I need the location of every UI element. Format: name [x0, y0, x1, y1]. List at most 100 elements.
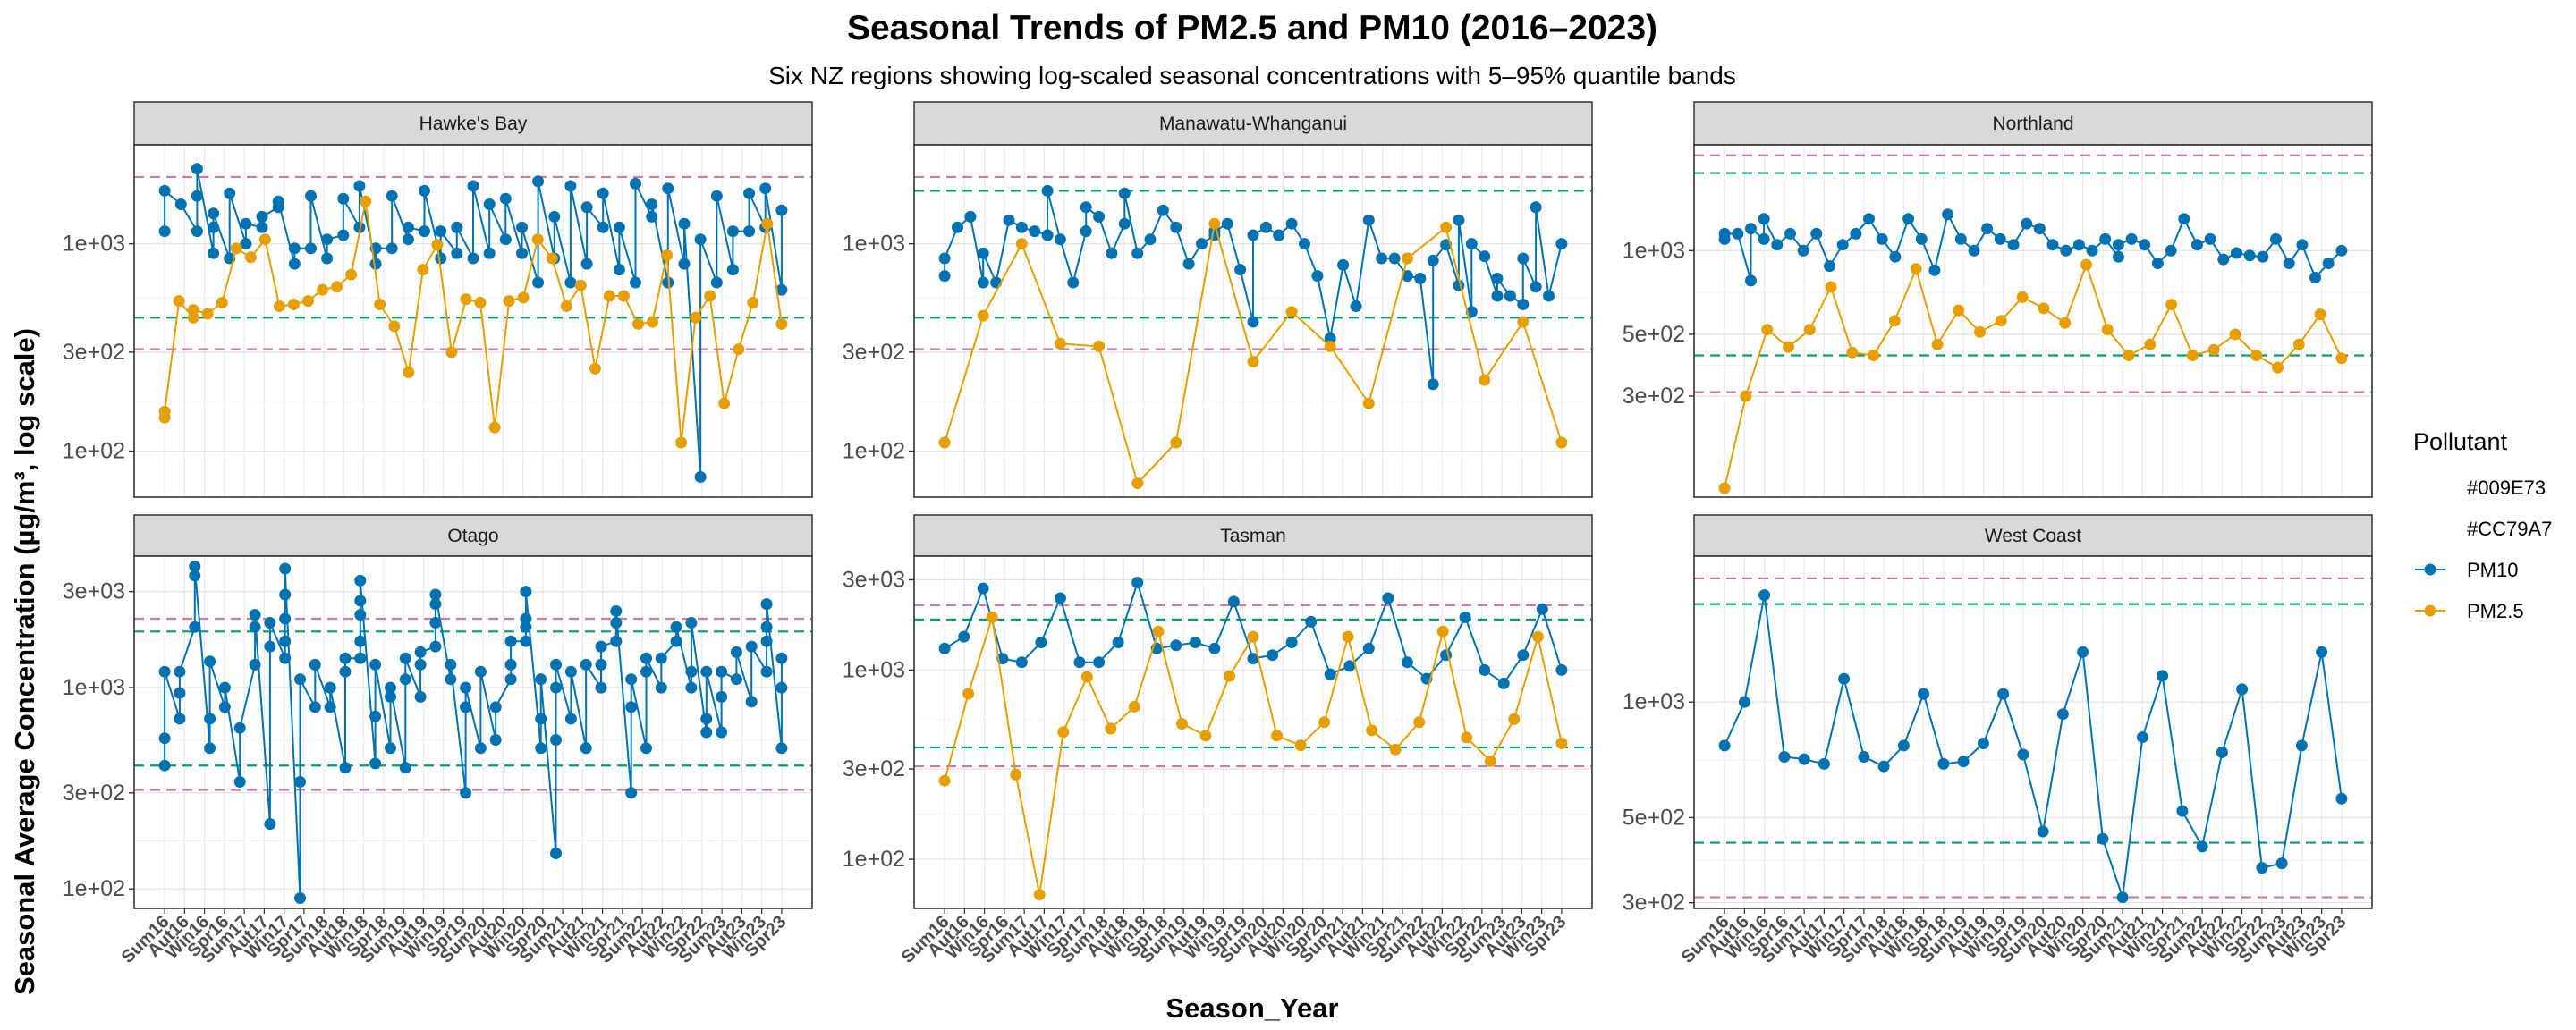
point-pm10: [1350, 300, 1362, 312]
point-pm2-5: [1366, 724, 1378, 737]
point-pm10: [386, 190, 398, 202]
point-pm10: [1157, 204, 1169, 216]
point-pm10: [2322, 258, 2334, 269]
point-pm2-5: [560, 300, 572, 312]
point-pm10: [1401, 656, 1413, 669]
point-pm10: [1305, 615, 1318, 628]
point-pm2-5: [2186, 350, 2199, 361]
point-pm10: [272, 195, 284, 207]
point-pm10: [321, 252, 334, 265]
point-pm10: [2295, 739, 2308, 752]
y-tick-label: 1e+02: [843, 847, 905, 872]
strip-label-manawatu-whanganui: Manawatu-Whanganui: [1159, 114, 1347, 134]
point-pm10: [613, 221, 625, 233]
point-pm10: [2275, 857, 2288, 870]
point-pm10: [2077, 646, 2089, 658]
point-pm2-5: [1555, 737, 1568, 749]
point-pm10: [1234, 264, 1247, 276]
point-pm10: [1758, 232, 1770, 245]
point-pm10: [2056, 708, 2069, 721]
point-pm10: [1877, 760, 1890, 772]
point-pm10: [1247, 229, 1259, 241]
point-pm10: [640, 742, 652, 755]
point-pm10: [191, 163, 203, 175]
point-pm2-5: [1080, 671, 1093, 683]
point-pm10: [1382, 592, 1394, 604]
point-pm10: [2021, 217, 2033, 230]
point-pm10: [1041, 184, 1054, 197]
point-pm10: [474, 742, 487, 755]
series-line-pm10: [1724, 595, 2343, 898]
point-pm2-5: [1508, 713, 1521, 725]
point-pm2-5: [331, 281, 343, 293]
point-pm2-5: [1015, 238, 1028, 250]
point-pm10: [1285, 217, 1298, 230]
point-pm10: [1517, 649, 1530, 662]
point-pm10: [1778, 751, 1791, 763]
point-pm10: [279, 588, 292, 601]
point-pm2-5: [2272, 361, 2284, 374]
strip-west-coast: [1693, 514, 2373, 557]
point-pm10: [279, 635, 292, 647]
point-pm10: [429, 640, 442, 653]
point-pm10: [1311, 270, 1324, 283]
point-pm10: [402, 221, 414, 233]
point-pm10: [597, 221, 609, 233]
point-pm10: [630, 177, 641, 190]
point-pm2-5: [1825, 281, 1837, 293]
point-pm10: [597, 187, 609, 199]
point-pm10: [1555, 238, 1568, 250]
point-pm2-5: [1440, 221, 1453, 233]
point-pm2-5: [388, 320, 401, 333]
point-pm10: [613, 264, 625, 276]
y-tick-label: 3e+02: [63, 781, 125, 806]
point-pm2-5: [1247, 630, 1259, 643]
point-pm10: [1196, 238, 1208, 250]
point-pm10: [499, 192, 512, 205]
point-pm10: [204, 742, 216, 755]
point-pm10: [1427, 254, 1439, 266]
point-pm10: [218, 681, 231, 694]
strip-hawke-s-bay: [133, 101, 813, 146]
point-pm2-5: [2101, 324, 2114, 336]
point-pm10: [256, 210, 268, 223]
point-pm10: [2316, 646, 2328, 658]
point-pm10: [520, 621, 532, 633]
point-pm10: [2309, 272, 2321, 283]
point-pm10: [1067, 276, 1080, 289]
point-pm2-5: [1436, 625, 1449, 637]
point-pm10: [174, 687, 186, 699]
point-pm10: [775, 204, 788, 216]
point-pm10: [700, 713, 713, 725]
point-pm10: [1465, 238, 1478, 250]
point-pm10: [1954, 232, 1967, 245]
point-pm2-5: [158, 405, 171, 418]
point-pm10: [460, 787, 472, 799]
point-pm10: [1337, 258, 1350, 271]
point-pm10: [1221, 217, 1233, 230]
point-pm10: [726, 264, 739, 276]
point-pm10: [249, 658, 261, 671]
point-pm10: [294, 776, 306, 788]
point-pm10: [700, 665, 713, 678]
point-pm10: [1836, 239, 1849, 251]
point-pm10: [678, 217, 691, 230]
point-pm10: [1041, 229, 1054, 241]
point-pm10: [550, 681, 562, 694]
point-pm10: [535, 742, 547, 755]
point-pm10: [460, 701, 472, 713]
point-pm10: [1555, 663, 1568, 676]
point-pm2-5: [1131, 477, 1144, 489]
point-pm10: [938, 270, 951, 283]
point-pm10: [1267, 649, 1279, 662]
legend-item-pm2-5: PM2.5: [2415, 600, 2524, 622]
point-pm10: [977, 276, 989, 289]
point-pm10: [309, 658, 321, 671]
point-pm10: [730, 646, 742, 658]
point-pm2-5: [1761, 324, 1774, 336]
point-pm2-5: [1224, 670, 1235, 682]
point-pm10: [2112, 239, 2124, 251]
point-pm10: [1080, 225, 1092, 238]
point-pm10: [1928, 264, 1941, 276]
point-pm10: [386, 242, 398, 255]
